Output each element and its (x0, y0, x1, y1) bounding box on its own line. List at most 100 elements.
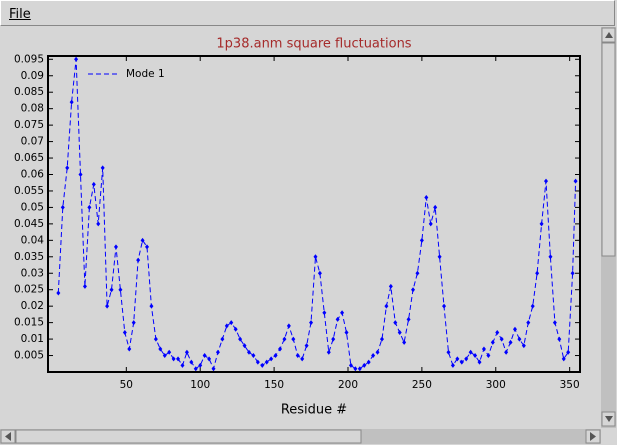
data-point (136, 257, 141, 263)
data-point (96, 221, 101, 227)
data-point (286, 323, 291, 329)
data-point (105, 303, 110, 309)
data-point (269, 356, 274, 362)
data-point (419, 237, 424, 243)
data-point (255, 359, 260, 365)
data-point (371, 353, 376, 359)
data-point (530, 303, 535, 309)
data-point (335, 316, 340, 322)
data-point (122, 330, 127, 335)
data-point (397, 330, 402, 335)
data-point (411, 287, 416, 293)
y-tick-label: 0.015 (14, 317, 44, 329)
data-point (167, 349, 172, 355)
data-point (82, 283, 87, 289)
data-point (366, 359, 371, 365)
data-point (100, 165, 105, 171)
data-point (517, 336, 522, 342)
data-point (91, 181, 96, 187)
data-point (162, 353, 167, 359)
data-point (251, 353, 256, 359)
x-tick-label: 200 (338, 379, 358, 391)
data-point (326, 349, 331, 355)
data-point (242, 343, 247, 349)
y-tick-label: 0.07 (21, 136, 44, 148)
data-point (490, 339, 495, 345)
data-point (566, 349, 571, 355)
data-point (477, 359, 482, 365)
y-tick-label: 0.01 (21, 333, 44, 345)
y-tick-label: 0.025 (14, 284, 44, 296)
y-tick-label: 0.035 (14, 251, 44, 263)
data-point (153, 336, 158, 342)
data-point (238, 336, 243, 342)
arrow-icon (605, 416, 613, 422)
data-point (282, 336, 287, 342)
data-point (548, 254, 553, 260)
data-point (486, 353, 491, 359)
data-point (459, 359, 464, 365)
data-point (384, 303, 389, 309)
y-tick-label: 0.075 (14, 119, 44, 131)
data-point (233, 326, 238, 332)
data-point (322, 310, 327, 316)
data-point (65, 165, 70, 171)
data-point (260, 362, 265, 368)
chart-title: 1p38.anm square fluctuations (216, 37, 411, 52)
data-point (415, 270, 420, 276)
data-point (74, 56, 79, 62)
y-tick-label: 0.055 (14, 185, 44, 197)
data-point (224, 323, 229, 329)
data-point (504, 349, 509, 355)
data-point (481, 346, 486, 352)
data-point (304, 343, 309, 349)
data-point (202, 353, 207, 359)
data-point (437, 254, 442, 260)
data-point (379, 336, 384, 342)
scroll-thumb[interactable] (15, 429, 362, 444)
data-point (402, 339, 407, 345)
data-point (273, 353, 278, 359)
data-point (535, 270, 540, 276)
data-point (69, 99, 74, 105)
data-point (450, 362, 455, 368)
data-point (526, 320, 531, 326)
menu-item[interactable]: File (9, 7, 31, 22)
data-point (521, 343, 526, 349)
data-point (375, 349, 380, 355)
data-point (215, 349, 220, 355)
data-point (557, 336, 562, 342)
chart-background (3, 27, 600, 428)
plot-frame (47, 55, 581, 373)
data-point (176, 356, 181, 362)
data-point (539, 221, 544, 227)
data-point (109, 287, 114, 293)
data-point (393, 320, 398, 326)
y-tick-label: 0.04 (21, 234, 45, 246)
data-point (127, 346, 132, 352)
data-point (495, 330, 500, 335)
menu-bar: File (0, 0, 615, 26)
data-point (473, 353, 478, 359)
data-point (570, 270, 575, 276)
data-point (512, 326, 517, 332)
data-point (171, 356, 176, 362)
data-point (207, 356, 212, 362)
arrow-icon (605, 32, 613, 38)
scroll-thumb[interactable] (601, 42, 616, 257)
data-point (313, 254, 318, 260)
data-point (300, 356, 305, 362)
y-tick-label: 0.03 (21, 267, 44, 279)
data-point (229, 320, 234, 326)
data-point (118, 287, 123, 293)
y-tick-label: 0.065 (14, 152, 44, 164)
y-tick-label: 0.005 (14, 350, 44, 362)
arrow-icon (5, 432, 11, 441)
data-point (295, 353, 300, 359)
data-point (149, 303, 154, 309)
data-point (561, 356, 566, 362)
data-point (131, 320, 136, 326)
data-point (193, 366, 198, 372)
y-tick-label: 0.095 (14, 53, 44, 65)
y-tick-label: 0.085 (14, 86, 44, 98)
